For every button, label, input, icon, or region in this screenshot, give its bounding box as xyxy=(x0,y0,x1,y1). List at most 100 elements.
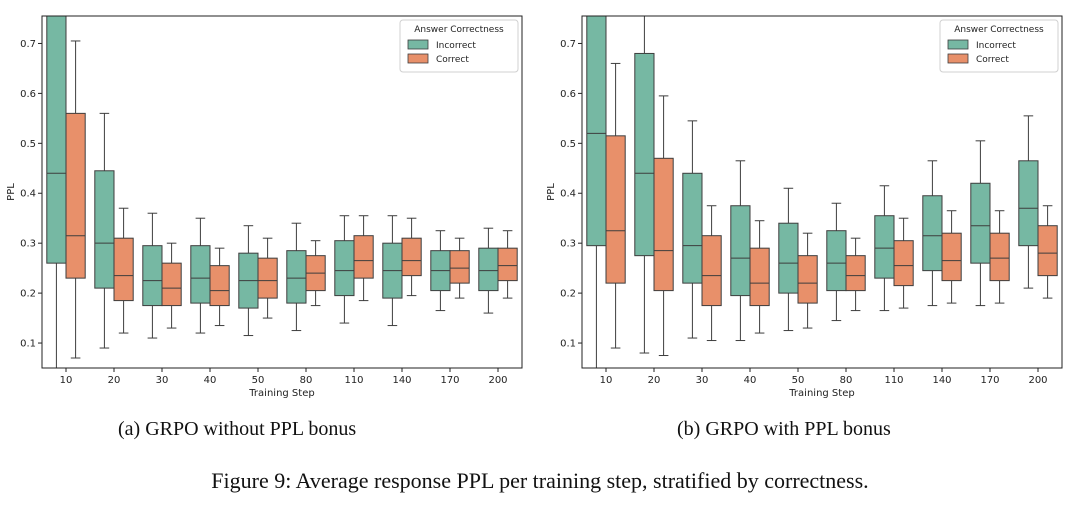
box-iqr xyxy=(922,195,943,272)
x-tick-label: 200 xyxy=(1028,375,1047,386)
legend-label-correct: Correct xyxy=(976,55,1009,65)
incorrect-box-170 xyxy=(970,140,991,307)
legend-title: Answer Correctness xyxy=(414,25,504,35)
box-iqr xyxy=(730,205,751,297)
box-iqr xyxy=(46,16,67,264)
box-iqr xyxy=(634,52,655,257)
box-iqr xyxy=(449,250,470,284)
x-tick-label: 40 xyxy=(744,375,757,386)
figure-caption: Figure 9: Average response PPL per train… xyxy=(211,468,869,493)
box-iqr xyxy=(970,182,991,264)
correct-box-110 xyxy=(353,215,374,302)
y-tick-label: 0.3 xyxy=(560,239,576,250)
chart-b: 0.1 0.2 0.3 0.4 0.5 0.6 0.7 10 20 30 40 50 80 110 140 1… xyxy=(546,15,1063,399)
box-iqr xyxy=(142,245,163,307)
incorrect-box-20 xyxy=(94,112,115,349)
correct-box-200 xyxy=(497,230,518,299)
y-tick-label: 0.4 xyxy=(560,189,576,200)
panel-a: 0.1 0.2 0.3 0.4 0.5 0.6 0.7 10 20 30 40 50 80 110 140 1… xyxy=(0,0,540,409)
box-iqr xyxy=(209,265,230,307)
legend-box xyxy=(399,19,519,73)
correct-box-20 xyxy=(653,95,674,357)
x-tick-label: 10 xyxy=(600,375,613,386)
x-tick-label: 80 xyxy=(300,375,313,386)
legend-label-incorrect: Incorrect xyxy=(436,41,476,51)
plot-area xyxy=(42,16,522,368)
x-tick-label: 50 xyxy=(792,375,805,386)
box-iqr xyxy=(874,215,895,279)
x-tick-label: 110 xyxy=(344,375,363,386)
x-tick-label: 80 xyxy=(840,375,853,386)
legend-label-correct: Correct xyxy=(436,55,469,65)
plot-marks xyxy=(46,16,518,368)
incorrect-box-30 xyxy=(682,120,703,339)
box-iqr xyxy=(845,255,866,292)
correct-box-140 xyxy=(401,217,422,297)
legend-swatch-correct xyxy=(947,53,969,64)
y-tick-label: 0.6 xyxy=(20,89,36,100)
correct-box-10 xyxy=(605,62,626,349)
box-iqr xyxy=(1018,160,1039,247)
box-iqr xyxy=(286,250,307,304)
legend-title: Answer Correctness xyxy=(954,25,1044,35)
y-tick-label: 0.2 xyxy=(20,289,36,300)
plot-frame xyxy=(41,15,523,369)
y-tick-label: 0.1 xyxy=(20,339,36,350)
box-iqr xyxy=(826,230,847,292)
box-iqr xyxy=(161,262,182,307)
plot-frame xyxy=(581,15,1063,369)
incorrect-box-110 xyxy=(874,185,895,312)
x-tick-label: 30 xyxy=(696,375,709,386)
correct-box-30 xyxy=(161,242,182,329)
y-axis-label: PPL xyxy=(546,183,557,201)
box-iqr xyxy=(749,247,770,307)
legend-box xyxy=(939,19,1059,73)
y-tick-label: 0.5 xyxy=(20,139,36,150)
box-iqr xyxy=(941,232,962,282)
correct-box-80 xyxy=(305,240,326,307)
plot-marks xyxy=(586,16,1058,368)
correct-box-40 xyxy=(209,247,230,327)
legend-swatch-incorrect xyxy=(407,39,429,50)
correct-box-30 xyxy=(701,205,722,342)
box-iqr xyxy=(682,172,703,284)
legend: Answer Correctness Incorrect Correct xyxy=(939,19,1059,73)
box-iqr xyxy=(113,237,134,302)
correct-box-40 xyxy=(749,220,770,334)
box-iqr xyxy=(605,135,626,284)
correct-box-170 xyxy=(449,237,470,299)
box-iqr xyxy=(778,222,799,294)
y-tick-label: 0.2 xyxy=(560,289,576,300)
box-iqr xyxy=(653,157,674,292)
correct-box-170 xyxy=(989,210,1010,304)
panel-a-caption: (a) GRPO without PPL bonus xyxy=(118,418,357,440)
box-iqr xyxy=(497,247,518,282)
incorrect-box-40 xyxy=(730,160,751,342)
box-iqr xyxy=(893,240,914,287)
x-tick-label: 40 xyxy=(204,375,217,386)
x-axis-label: Training Step xyxy=(788,388,854,399)
correct-box-110 xyxy=(893,217,914,309)
box-iqr xyxy=(586,16,607,247)
legend-swatch-correct xyxy=(407,53,429,64)
y-tick-label: 0.4 xyxy=(20,189,36,200)
x-tick-label: 10 xyxy=(60,375,73,386)
box-iqr xyxy=(478,247,499,292)
x-tick-label: 140 xyxy=(392,375,411,386)
x-tick-label: 50 xyxy=(252,375,265,386)
y-tick-label: 0.5 xyxy=(560,139,576,150)
y-tick-label: 0.6 xyxy=(560,89,576,100)
legend-swatch-incorrect xyxy=(947,39,969,50)
box-iqr xyxy=(94,170,115,289)
incorrect-box-10 xyxy=(586,16,607,368)
incorrect-box-40 xyxy=(190,217,211,334)
correct-box-10 xyxy=(65,40,86,359)
y-tick-label: 0.7 xyxy=(560,39,576,50)
incorrect-box-20 xyxy=(634,16,655,354)
box-iqr xyxy=(401,237,422,277)
box-iqr xyxy=(334,240,355,297)
box-iqr xyxy=(353,235,374,279)
x-tick-label: 170 xyxy=(980,375,999,386)
box-iqr xyxy=(65,112,86,279)
x-tick-label: 20 xyxy=(648,375,661,386)
